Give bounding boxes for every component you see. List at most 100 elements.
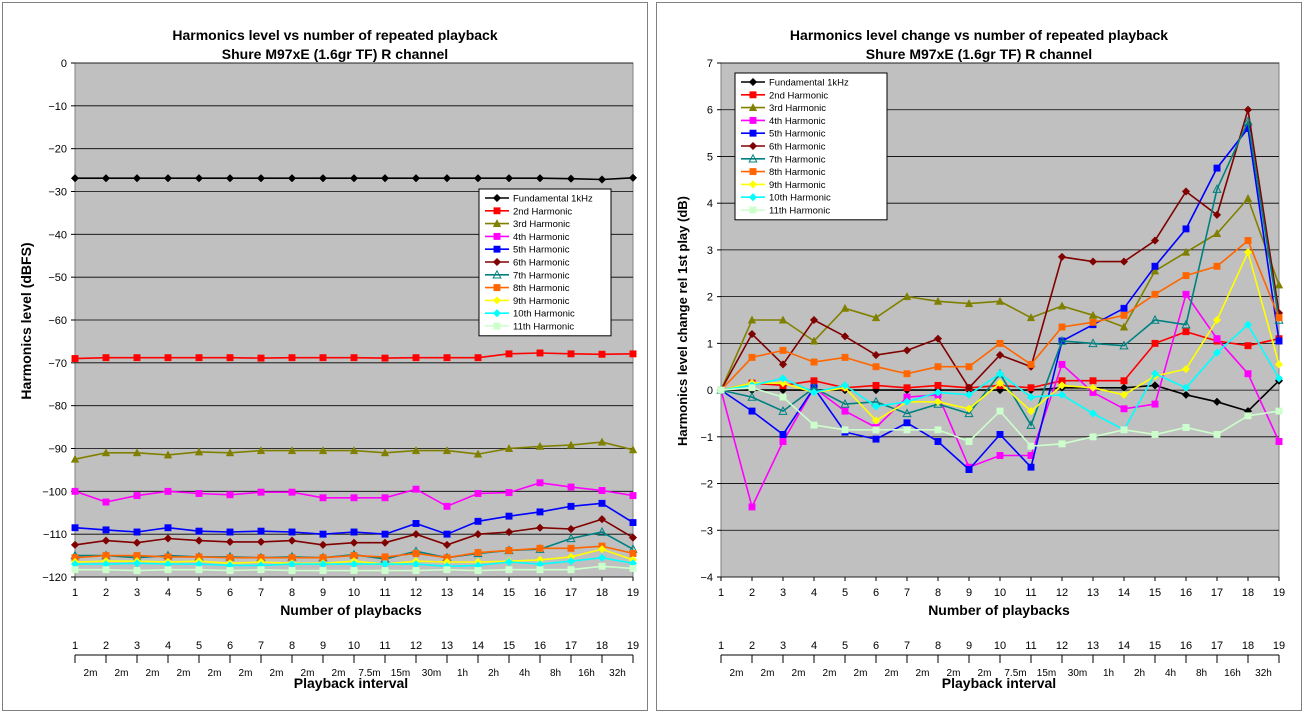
- data-point: [566, 440, 576, 449]
- data-point: [1182, 328, 1190, 336]
- interval-label: 4h: [1165, 668, 1176, 679]
- data-point: [132, 559, 142, 568]
- x-tick-label: 8: [289, 587, 295, 599]
- data-point: [102, 526, 110, 534]
- data-point: [933, 334, 943, 343]
- secondary-x-tick-label: 17: [1211, 640, 1223, 652]
- x-tick-label: 12: [1056, 587, 1068, 599]
- data-point: [779, 346, 787, 354]
- data-point: [778, 374, 788, 383]
- data-point: [597, 515, 607, 524]
- data-point: [349, 174, 359, 183]
- data-point: [1275, 438, 1283, 445]
- data-point: [380, 538, 390, 547]
- data-point: [225, 537, 235, 547]
- data-point: [778, 378, 788, 388]
- interval-label: 2m: [885, 668, 899, 679]
- legend-label: 10th Harmonic: [769, 193, 831, 204]
- x-tick-label: 6: [873, 587, 879, 599]
- x-tick-label: 2: [103, 587, 109, 599]
- data-point: [71, 566, 79, 574]
- data-point: [628, 533, 638, 542]
- data-point: [101, 448, 111, 457]
- data-point: [535, 174, 545, 183]
- data-point: [412, 549, 420, 557]
- data-point: [1089, 318, 1097, 326]
- data-point: [1275, 337, 1283, 345]
- data-point: [381, 494, 389, 502]
- y-tick-label: 2: [707, 292, 713, 304]
- data-point: [226, 528, 234, 536]
- secondary-x-tick-label: 9: [966, 640, 972, 652]
- series-1: [70, 173, 638, 184]
- data-point: [195, 527, 203, 535]
- data-point: [964, 390, 974, 399]
- data-point: [810, 421, 818, 429]
- data-point: [840, 332, 850, 341]
- data-point: [287, 536, 297, 545]
- data-point: [1089, 377, 1097, 385]
- x-tick-label: 7: [258, 587, 264, 599]
- data-point: [132, 174, 142, 183]
- data-point: [412, 354, 420, 362]
- data-point: [318, 540, 328, 550]
- legend-label: 8th Harmonic: [769, 167, 826, 178]
- data-point: [779, 438, 787, 445]
- data-point: [809, 336, 819, 345]
- data-point: [629, 519, 637, 527]
- data-point: [1212, 348, 1222, 357]
- data-point: [287, 446, 297, 455]
- x-tick-label: 12: [410, 587, 422, 599]
- data-point: [442, 174, 452, 183]
- data-point: [101, 174, 111, 183]
- x-tick-label: 9: [320, 587, 326, 599]
- series-10: [70, 553, 638, 571]
- data-point: [381, 530, 389, 538]
- x-tick-label: 15: [503, 587, 515, 599]
- data-point: [257, 488, 265, 496]
- x-tick-label: 8: [935, 587, 941, 599]
- data-point: [474, 567, 482, 575]
- secondary-x-tick-label: 3: [780, 640, 786, 652]
- interval-label: 1h: [457, 668, 468, 679]
- x-tick-label: 5: [842, 587, 848, 599]
- data-point: [71, 524, 79, 532]
- data-point: [1057, 390, 1067, 399]
- data-point: [779, 393, 787, 401]
- data-point: [717, 386, 725, 394]
- data-point: [350, 528, 358, 536]
- secondary-x-tick-label: 13: [1087, 640, 1099, 652]
- data-point: [194, 536, 204, 545]
- data-point: [1027, 360, 1035, 368]
- secondary-axis-title: Playback interval: [294, 675, 408, 691]
- data-point: [566, 174, 576, 183]
- data-point: [381, 354, 389, 362]
- data-point: [381, 553, 389, 561]
- y-tick-label: −40: [48, 229, 67, 241]
- x-tick-label: 10: [994, 587, 1006, 599]
- x-tick-label: 1: [718, 587, 724, 599]
- data-point: [473, 174, 483, 183]
- data-point: [629, 549, 637, 557]
- data-point: [1151, 262, 1159, 270]
- data-point: [194, 174, 204, 183]
- legend-label: 5th Harmonic: [769, 129, 826, 140]
- data-point: [1212, 315, 1222, 325]
- data-point: [349, 538, 359, 547]
- interval-label: 2m: [792, 668, 806, 679]
- data-point: [1089, 433, 1097, 441]
- chart-subtitle: Shure M97xE (1.6gr TF) R channel: [222, 46, 448, 62]
- data-point: [442, 446, 452, 455]
- secondary-x-tick-label: 14: [472, 640, 484, 652]
- data-point: [1027, 463, 1035, 471]
- x-tick-label: 15: [1149, 587, 1161, 599]
- data-point: [504, 174, 514, 183]
- data-point: [628, 173, 638, 182]
- series-3: [716, 193, 1284, 394]
- x-tick-label: 19: [627, 587, 639, 599]
- data-point: [1150, 381, 1160, 390]
- legend-label: 4th Harmonic: [769, 116, 826, 127]
- y-tick-label: −1: [700, 432, 713, 444]
- data-point: [288, 488, 296, 496]
